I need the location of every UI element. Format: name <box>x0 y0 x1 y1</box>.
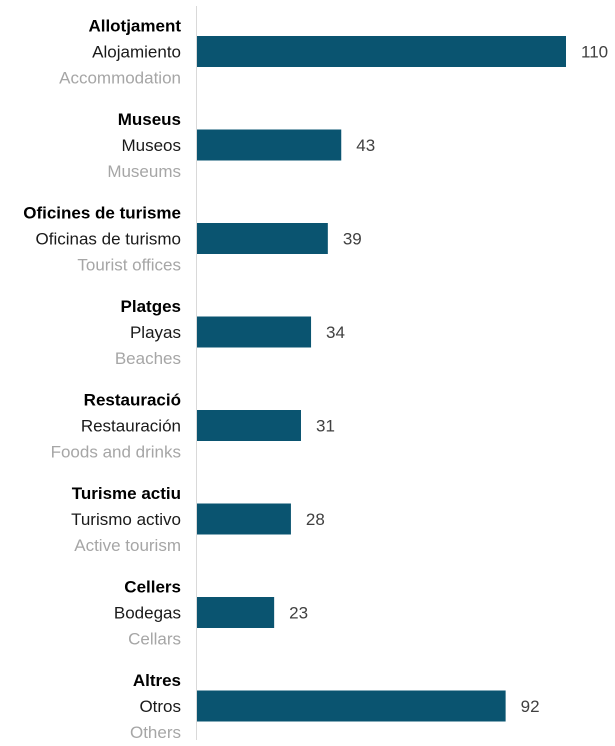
value-label: 23 <box>289 604 308 623</box>
bar-others <box>197 690 506 722</box>
category-label-english: Others <box>130 723 181 742</box>
category-label-spanish: Restauración <box>81 417 181 436</box>
category-label-catalan: Restauració <box>84 391 181 410</box>
category-label-catalan: Cellers <box>124 578 181 597</box>
category-label-english: Accommodation <box>59 69 181 88</box>
value-label: 110 <box>581 43 608 62</box>
category-label-catalan: Oficines de turisme <box>23 204 181 223</box>
category-label-english: Tourist offices <box>77 256 181 275</box>
category-label-spanish: Oficinas de turismo <box>36 230 182 249</box>
bar-foods-and-drinks <box>197 410 301 441</box>
value-label: 92 <box>521 697 540 716</box>
category-labels: Allotjament Alojamiento Accommodation Museu… <box>23 17 181 743</box>
bar-museums <box>197 129 342 161</box>
category-label-english: Foods and drinks <box>51 443 181 462</box>
category-label-spanish: Bodegas <box>114 604 181 623</box>
value-label: 34 <box>326 323 345 342</box>
category-label-english: Active tourism <box>74 536 181 555</box>
bar-active-tourism <box>197 503 291 535</box>
bar-tourist-offices <box>197 223 328 254</box>
category-label-english: Beaches <box>115 349 181 368</box>
value-label: 43 <box>356 136 375 155</box>
category-label-spanish: Otros <box>139 697 181 716</box>
category-label-catalan: Museus <box>118 110 181 129</box>
value-labels: 110 43 39 34 31 28 23 92 <box>289 43 608 717</box>
bar-beaches <box>197 316 312 348</box>
bar-cellars <box>197 597 275 628</box>
category-label-catalan: Platges <box>121 297 181 316</box>
category-label-spanish: Playas <box>130 323 181 342</box>
category-label-english: Cellars <box>128 630 181 649</box>
value-label: 28 <box>306 510 325 529</box>
bar-accommodation <box>197 36 566 67</box>
bars <box>197 36 566 722</box>
category-label-catalan: Turisme actiu <box>72 484 181 503</box>
category-label-spanish: Turismo activo <box>71 510 181 529</box>
value-label: 39 <box>343 230 362 249</box>
category-label-spanish: Alojamiento <box>92 43 181 62</box>
category-label-catalan: Allotjament <box>88 17 181 36</box>
category-label-catalan: Altres <box>133 671 181 690</box>
value-label: 31 <box>316 417 335 436</box>
category-label-english: Museums <box>107 162 181 181</box>
category-label-spanish: Museos <box>121 136 181 155</box>
